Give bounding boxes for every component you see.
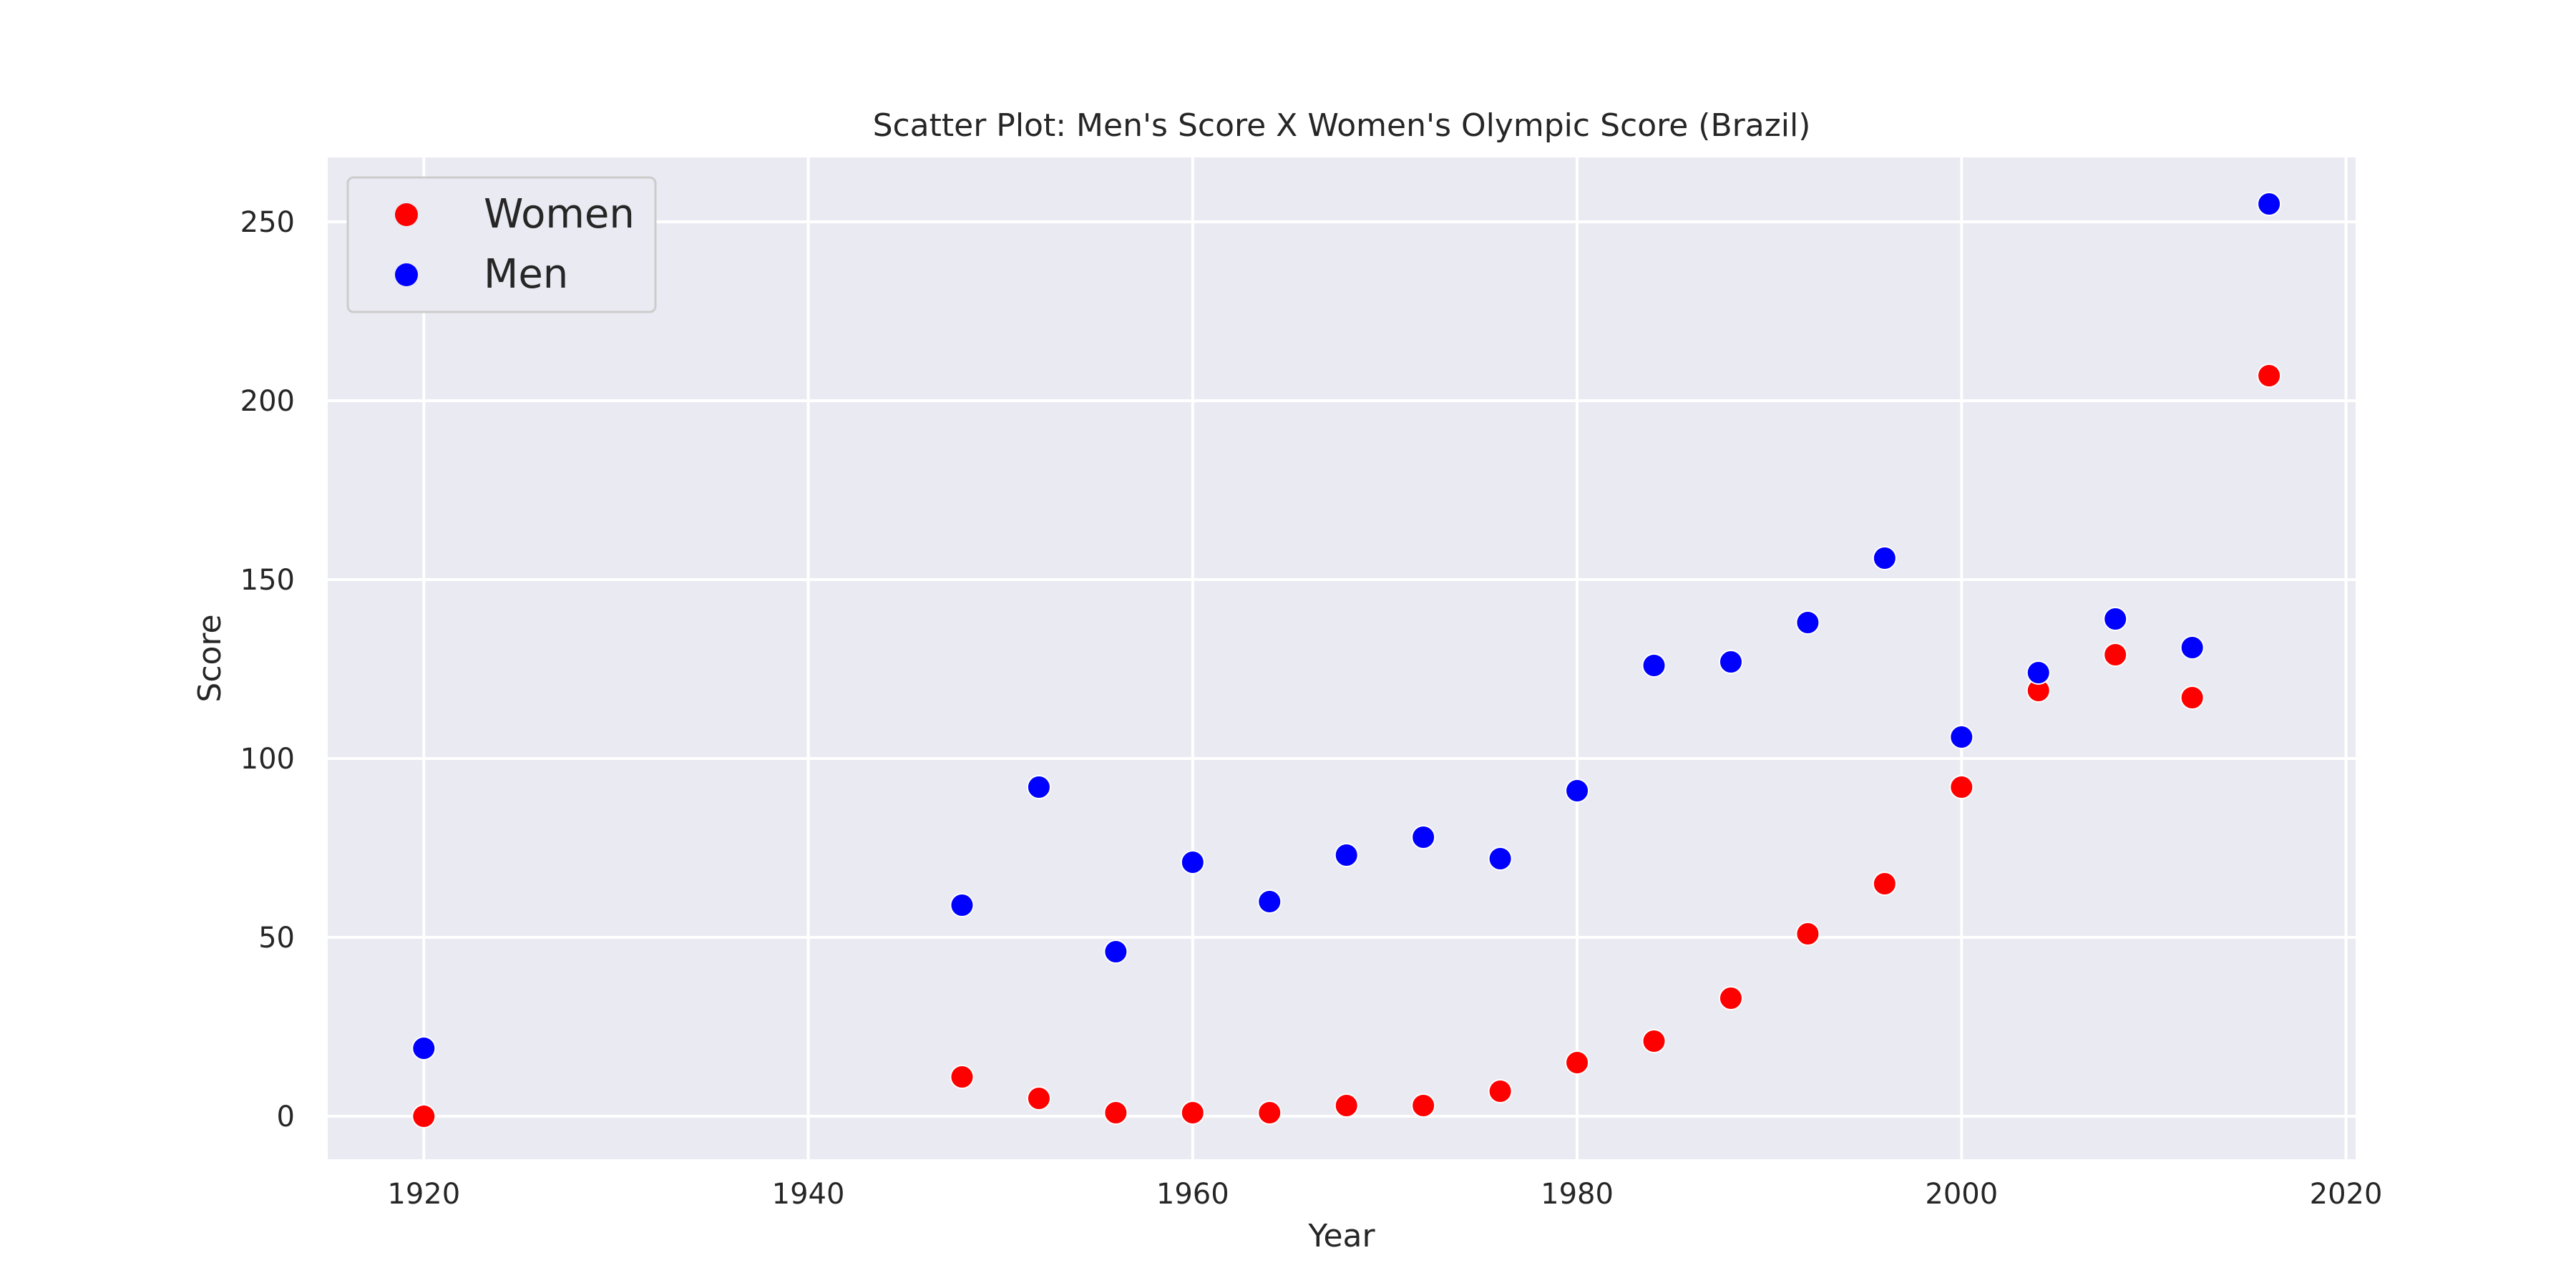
data-point-women xyxy=(1641,1029,1667,1053)
data-point-women xyxy=(1872,872,1897,896)
data-point-women xyxy=(2257,364,2282,388)
data-point-women xyxy=(1949,775,1974,799)
x-tick-label: 1960 xyxy=(1156,1178,1229,1211)
data-point-men xyxy=(1718,650,1743,674)
x-axis-label: Year xyxy=(1307,1218,1375,1254)
data-point-men xyxy=(1026,775,1051,799)
data-point-men xyxy=(2103,607,2128,631)
data-point-men xyxy=(1565,779,1590,803)
data-point-women xyxy=(2180,686,2205,710)
data-points xyxy=(411,192,2282,1128)
data-point-women xyxy=(1334,1093,1359,1118)
legend-label-men: Men xyxy=(484,251,568,298)
data-point-men xyxy=(1949,725,1974,749)
series-men xyxy=(411,192,2282,1060)
y-axis-label: Score xyxy=(192,614,228,702)
data-point-men xyxy=(2026,660,2051,685)
series-women xyxy=(411,364,2282,1128)
data-point-women xyxy=(1026,1086,1051,1111)
data-point-women xyxy=(1718,986,1743,1010)
y-tick-label: 0 xyxy=(277,1101,295,1133)
y-tick-label: 50 xyxy=(258,922,295,955)
data-point-men xyxy=(1411,825,1436,849)
data-point-women xyxy=(2103,643,2128,667)
legend-marker-men xyxy=(395,263,418,286)
data-point-women xyxy=(1180,1101,1205,1125)
legend-label-women: Women xyxy=(484,191,635,238)
data-point-women xyxy=(1565,1050,1590,1075)
x-tick-labels: 1920 1940 1960 1980 2000 2020 xyxy=(387,1178,2382,1211)
x-tick-label: 1940 xyxy=(772,1178,845,1211)
data-point-men xyxy=(2180,635,2205,660)
y-tick-labels: 0 50 100 150 200 250 xyxy=(240,206,295,1133)
y-tick-label: 200 xyxy=(240,385,295,418)
y-tick-label: 250 xyxy=(240,206,295,239)
grid-lines xyxy=(328,157,2356,1159)
data-point-men xyxy=(1180,850,1205,874)
data-point-women xyxy=(1795,922,1820,946)
data-point-men xyxy=(1334,843,1359,867)
data-point-men xyxy=(1795,610,1820,635)
data-point-men xyxy=(2257,192,2282,216)
data-point-men xyxy=(411,1036,436,1060)
x-tick-label: 2020 xyxy=(2310,1178,2383,1211)
data-point-men xyxy=(1488,847,1513,871)
data-point-women xyxy=(1257,1101,1282,1125)
data-point-women xyxy=(950,1065,975,1089)
y-tick-label: 100 xyxy=(240,743,295,776)
x-tick-label: 1920 xyxy=(387,1178,460,1211)
x-tick-label: 1980 xyxy=(1541,1178,1614,1211)
data-point-men xyxy=(950,893,975,917)
legend-box xyxy=(346,176,657,313)
data-point-men xyxy=(1872,546,1897,570)
data-point-women xyxy=(1411,1093,1436,1118)
data-point-women xyxy=(1103,1101,1128,1125)
data-point-women xyxy=(1488,1079,1513,1103)
y-tick-label: 150 xyxy=(240,564,295,597)
data-point-men xyxy=(1103,940,1128,964)
chart-title: Scatter Plot: Men's Score X Women's Olym… xyxy=(873,107,1811,144)
data-point-men xyxy=(1257,889,1282,914)
x-tick-label: 2000 xyxy=(1925,1178,1998,1211)
legend-marker-women xyxy=(395,203,418,226)
legend: Women Men xyxy=(346,176,657,313)
data-point-women xyxy=(411,1104,436,1128)
data-point-men xyxy=(1641,653,1667,678)
plot-background xyxy=(328,157,2356,1159)
